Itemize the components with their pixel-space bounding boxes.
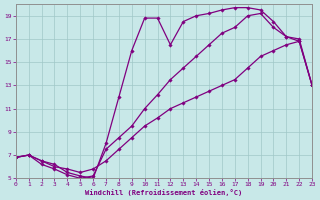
X-axis label: Windchill (Refroidissement éolien,°C): Windchill (Refroidissement éolien,°C) [85, 189, 243, 196]
